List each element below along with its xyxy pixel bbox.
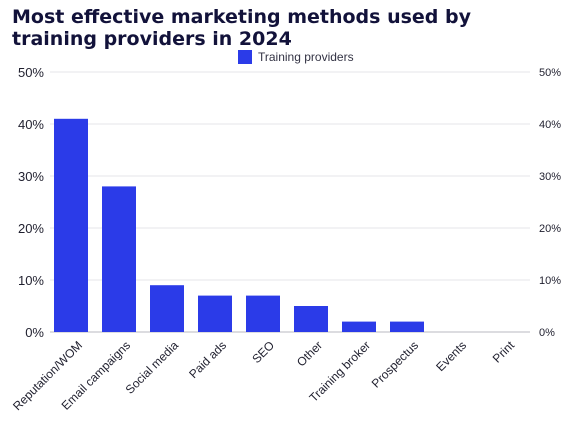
y-tick-label-right: 20%	[539, 223, 561, 235]
x-tick-label: Paid ads	[186, 338, 229, 381]
x-tick-label: SEO	[249, 338, 277, 366]
legend: Training providers	[238, 50, 354, 64]
y-tick-label-right: 10%	[539, 275, 561, 287]
x-tick-label: Prospectus	[369, 338, 421, 390]
chart-title: Most effective marketing methods used by…	[12, 6, 472, 50]
bar	[246, 295, 280, 332]
bar	[390, 321, 424, 332]
x-tick-label: Events	[433, 338, 469, 374]
bar	[198, 295, 232, 332]
bar	[342, 321, 376, 332]
y-tick-label: 50%	[18, 65, 44, 80]
y-tick-label: 20%	[18, 221, 44, 236]
x-tick-label: Other	[294, 338, 325, 369]
legend-swatch	[238, 50, 252, 64]
legend-label: Training providers	[258, 50, 354, 64]
bar	[294, 306, 328, 332]
y-tick-label: 10%	[18, 273, 44, 288]
bar	[102, 186, 136, 332]
bar	[54, 118, 88, 332]
y-tick-label-right: 30%	[539, 171, 561, 183]
y-tick-label: 30%	[18, 169, 44, 184]
x-tick-label: Print	[490, 338, 518, 366]
y-tick-label-right: 40%	[539, 119, 561, 131]
y-tick-label: 40%	[18, 117, 44, 132]
bar	[150, 285, 184, 332]
y-tick-label-right: 50%	[539, 67, 561, 79]
y-tick-label-right: 0%	[539, 327, 555, 339]
y-tick-label: 0%	[25, 325, 44, 340]
